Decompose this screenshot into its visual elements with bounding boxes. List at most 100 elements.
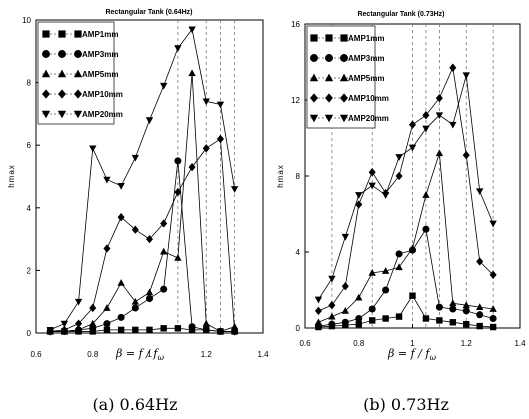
legend-marker-amp3mm — [42, 50, 50, 58]
data-point-amp1mm — [146, 326, 153, 334]
data-point-amp20mm — [145, 117, 154, 124]
data-point-amp5mm — [202, 319, 210, 327]
data-point-amp3mm — [368, 305, 376, 313]
data-point-amp3mm — [449, 305, 457, 313]
y-tick-label: 12 — [291, 96, 300, 105]
y-tick-label: 0 — [27, 329, 32, 338]
data-point-amp5mm — [449, 299, 457, 307]
legend-marker-amp5mm — [41, 69, 51, 78]
legend-label-amp5mm: AMP5mm — [348, 74, 384, 83]
data-point-amp1mm — [463, 321, 470, 328]
data-point-amp5mm — [103, 304, 111, 311]
legend-marker-amp1mm — [58, 30, 66, 38]
legend-box-a — [37, 21, 115, 125]
legend-label-amp10mm: AMP10mm — [82, 90, 123, 99]
data-point-amp20mm — [230, 186, 239, 193]
y-tick-label: 4 — [296, 248, 301, 257]
data-point-amp20mm — [435, 112, 444, 120]
caption-a: (a) 0.64Hz — [92, 395, 177, 414]
data-point-amp3mm — [462, 307, 470, 315]
x-tick-label: 1.2 — [461, 339, 473, 348]
data-point-amp1mm — [160, 325, 167, 332]
x-axis-label-b: β = f / fω — [387, 347, 436, 362]
x-tick-label: 1.2 — [201, 350, 213, 359]
legend-label-amp1mm: AMP1mm — [82, 30, 118, 39]
data-point-amp10mm — [103, 244, 111, 253]
series-line-amp5mm — [318, 153, 494, 323]
data-point-amp20mm — [462, 72, 470, 80]
x-tick-label: 1 — [410, 339, 415, 348]
legend-marker-amp5mm — [324, 73, 334, 82]
data-point-amp1mm — [355, 321, 362, 328]
data-point-amp10mm — [60, 325, 68, 335]
data-point-amp3mm — [382, 286, 390, 294]
legend-label-amp3mm: AMP3mm — [82, 50, 118, 59]
data-point-amp20mm — [489, 220, 497, 228]
data-point-amp5mm — [160, 247, 168, 255]
y-tick-label: 10 — [22, 16, 31, 25]
data-point-amp5mm — [422, 191, 430, 198]
data-point-amp5mm — [368, 269, 376, 276]
data-point-amp1mm — [436, 317, 443, 324]
data-point-amp1mm — [174, 325, 182, 332]
data-point-amp20mm — [131, 154, 139, 162]
y-tick-label: 4 — [27, 204, 32, 213]
data-point-amp20mm — [46, 326, 54, 334]
legend-label-amp20mm: AMP20mm — [82, 110, 123, 119]
x-tick-label: 0.6 — [299, 339, 311, 348]
x-axis-label-sub-a: ω — [157, 353, 164, 362]
x-tick-label: 0.8 — [87, 350, 99, 359]
legend-marker-amp1mm — [42, 30, 50, 38]
legend-box-b — [306, 25, 376, 129]
legend-marker-amp20mm — [324, 114, 334, 123]
data-point-amp5mm — [89, 319, 97, 327]
legend-marker-amp10mm — [310, 93, 318, 103]
x-tick-label: 1.4 — [257, 350, 269, 359]
data-point-amp5mm — [216, 327, 225, 335]
data-point-amp10mm — [341, 282, 349, 291]
data-point-amp1mm — [382, 315, 389, 322]
data-point-amp3mm — [328, 320, 336, 328]
data-point-amp10mm — [231, 327, 239, 336]
y-axis-label-a: hmax — [7, 164, 16, 188]
data-point-amp5mm — [476, 303, 484, 310]
legend-marker-amp20mm — [57, 110, 67, 119]
data-point-amp10mm — [435, 93, 443, 103]
legend-marker-amp1mm — [74, 30, 82, 38]
legend-marker-amp3mm — [58, 50, 66, 58]
legend-marker-amp3mm — [74, 50, 82, 58]
legend-label-amp5mm: AMP5mm — [82, 70, 118, 79]
data-point-amp3mm — [174, 157, 182, 165]
chart-panel-a: Rectangular Tank (0.64Hz) hmax β = f / f… — [7, 9, 269, 362]
data-point-amp5mm — [395, 263, 403, 271]
y-tick-label: 8 — [296, 172, 301, 181]
data-point-amp5mm — [381, 267, 390, 274]
chart-title-a: Rectangular Tank (0.64Hz) — [105, 9, 192, 16]
data-point-amp10mm — [395, 171, 403, 181]
data-point-amp3mm — [395, 250, 403, 258]
data-point-amp10mm — [216, 134, 224, 144]
data-point-amp20mm — [314, 296, 323, 304]
y-tick-label: 8 — [27, 79, 32, 88]
data-point-amp3mm — [188, 323, 196, 331]
data-point-amp10mm — [188, 162, 196, 172]
data-point-amp5mm — [328, 312, 336, 320]
data-point-amp3mm — [341, 318, 349, 326]
chart-panel-b: Rectangular Tank (0.73Hz) hmax β = f / f… — [276, 11, 526, 362]
legend-marker-amp1mm — [310, 34, 318, 42]
data-point-amp20mm — [449, 121, 457, 129]
legend-a: AMP1mm AMP3mm AMP5mm AMP10mm AMP20mm — [37, 21, 123, 125]
data-point-amp1mm — [422, 315, 430, 322]
x-tick-label: 0.6 — [30, 350, 42, 359]
data-point-amp20mm — [381, 192, 390, 199]
data-point-amp5mm — [489, 305, 497, 312]
x-axis-label-sub-b: ω — [429, 353, 436, 362]
legend-label-amp10mm: AMP10mm — [348, 94, 389, 103]
y-tick-label: 16 — [291, 20, 300, 29]
data-point-amp10mm — [174, 187, 182, 197]
data-point-amp5mm — [117, 279, 125, 286]
data-point-amp3mm — [489, 314, 497, 323]
legend-marker-amp10mm — [74, 89, 82, 99]
legend-marker-amp20mm — [41, 110, 51, 119]
